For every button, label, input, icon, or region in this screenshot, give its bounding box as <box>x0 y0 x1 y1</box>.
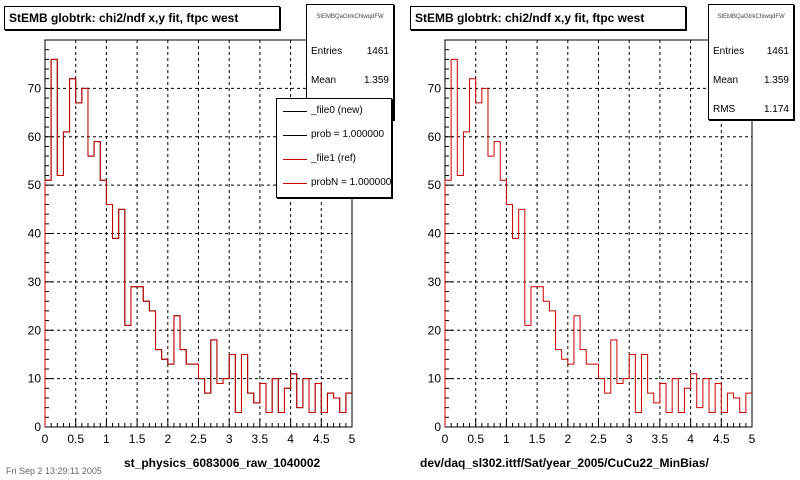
legend-line-probn <box>283 183 307 184</box>
x-tick-label: 4 <box>287 432 294 446</box>
x-tick-label: 4 <box>687 432 694 446</box>
right-stats-mean-value: 1.359 <box>763 75 789 86</box>
x-tick-label: 0 <box>42 432 49 446</box>
y-tick-label: 20 <box>28 323 42 337</box>
y-tick-label: 30 <box>28 275 42 289</box>
right-stats-rms-label: RMS <box>713 104 736 115</box>
right-histogram-title: StEMB globtrk: chi2/ndf x,y fit, ftpc we… <box>410 6 686 30</box>
y-tick-label: 70 <box>28 81 42 95</box>
left-stats-name: StEMBQaGtrkChiwqdFW <box>316 14 384 20</box>
left-stats-mean-value: 1.359 <box>363 75 389 86</box>
y-tick-label: 50 <box>428 178 442 192</box>
legend-label-file0: _file0 (new) <box>311 105 363 116</box>
x-tick-label: 0 <box>442 432 449 446</box>
histogram-series <box>444 58 752 427</box>
left-histogram-title: StEMB globtrk: chi2/ndf x,y fit, ftpc we… <box>4 6 280 30</box>
legend-entry-file0: _file0 (new) <box>277 101 391 123</box>
y-tick-label: 30 <box>428 275 442 289</box>
y-tick-label: 0 <box>34 420 41 434</box>
x-tick-label: 5 <box>349 432 356 446</box>
x-tick-label: 1 <box>503 432 510 446</box>
y-tick-label: 60 <box>28 130 42 144</box>
left-stats-entries-label: Entries <box>311 46 343 57</box>
x-tick-label: 2.5 <box>590 432 607 446</box>
left-x-axis-label: st_physics_6083006_raw_1040002 <box>124 456 321 470</box>
right-stats-entries-label: Entries <box>713 46 745 57</box>
x-tick-label: 4.5 <box>713 432 730 446</box>
right-stats-box: StEMBQaGtrkChiwqdFW Entries 1461 Mean 1.… <box>708 4 794 120</box>
legend-label-probn: probN = 1.000000 <box>311 177 392 188</box>
left-stats-entries-value: 1461 <box>366 46 389 57</box>
legend-line-file1 <box>283 159 307 160</box>
legend-line-file0 <box>283 111 307 112</box>
right-stats-name: StEMBQaGtrkChiwqdFW <box>717 14 785 20</box>
left-stats-entries: Entries 1461 <box>311 45 389 59</box>
right-stats-mean-label: Mean <box>713 75 739 86</box>
x-tick-label: 2.5 <box>190 432 207 446</box>
left-stats-mean: Mean 1.359 <box>311 74 389 88</box>
right-stats-entries-value: 1461 <box>766 46 789 57</box>
right-histogram-panel: 0 0.5 1 1.5 2 2.5 3 3.5 4 4.5 5 0 10 20 30 40 50 60 70 StE… <box>400 0 800 480</box>
legend-box: _file0 (new) prob = 1.000000 _file1 (ref… <box>276 98 392 198</box>
legend-entry-probn: probN = 1.000000 <box>277 173 391 195</box>
y-tick-label: 60 <box>428 130 442 144</box>
right-stats-rms: RMS 1.174 <box>713 103 789 117</box>
y-tick-label: 70 <box>428 81 442 95</box>
legend-label-file1: _file1 (ref) <box>311 153 357 164</box>
x-tick-label: 3 <box>626 432 633 446</box>
left-stats-mean-label: Mean <box>311 75 337 86</box>
x-tick-label: 2 <box>164 432 171 446</box>
x-tick-label: 1 <box>103 432 110 446</box>
histogram-series <box>44 58 352 427</box>
y-tick-label: 0 <box>434 420 441 434</box>
legend-entry-prob: prob = 1.000000 <box>277 125 391 147</box>
x-tick-label: 1.5 <box>529 432 546 446</box>
right-x-axis-label: dev/daq_sl302.ittf/Sat/year_2005/CuCu22_… <box>420 456 709 470</box>
right-stats-rms-value: 1.174 <box>763 104 789 115</box>
legend-entry-file1: _file1 (ref) <box>277 149 391 171</box>
x-tick-label: 3 <box>226 432 233 446</box>
right-stats-entries: Entries 1461 <box>713 45 789 59</box>
x-tick-label: 4.5 <box>313 432 330 446</box>
x-tick-label: 1.5 <box>129 432 146 446</box>
x-tick-label: 0.5 <box>467 432 484 446</box>
y-tick-label: 10 <box>428 372 442 386</box>
y-tick-label: 50 <box>28 178 42 192</box>
y-tick-label: 40 <box>428 227 442 241</box>
x-tick-label: 5 <box>749 432 756 446</box>
legend-label-prob: prob = 1.000000 <box>311 129 385 140</box>
x-tick-label: 3.5 <box>652 432 669 446</box>
footer-date: Fri Sep 2 13:29:11 2005 <box>6 466 102 476</box>
y-tick-label: 20 <box>428 323 442 337</box>
legend-line-prob <box>283 135 307 136</box>
y-tick-label: 10 <box>28 372 42 386</box>
x-tick-label: 3.5 <box>252 432 269 446</box>
x-tick-label: 0.5 <box>67 432 84 446</box>
x-tick-label: 2 <box>564 432 571 446</box>
left-histogram-panel: 0 0.5 1 1.5 2 2.5 3 3.5 4 4.5 5 0 10 20 30 40 50 60 70 StE… <box>4 4 394 470</box>
right-stats-mean: Mean 1.359 <box>713 74 789 88</box>
y-tick-label: 40 <box>28 227 42 241</box>
